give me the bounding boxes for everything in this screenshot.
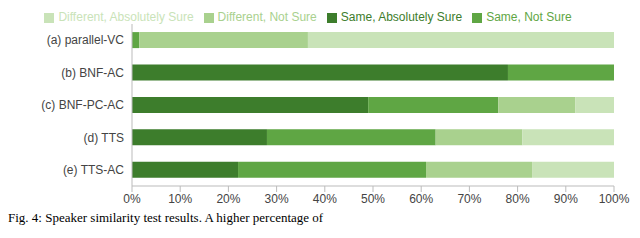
- svg-text:(e) TTS-AC: (e) TTS-AC: [63, 163, 124, 177]
- svg-text:100%: 100%: [599, 192, 630, 206]
- html-text:Fig. 4: Speaker similarity tes: Fig. 4: Speaker similarity test results.…: [8, 210, 324, 225]
- svg-text:(c) BNF-PC-AC: (c) BNF-PC-AC: [41, 98, 124, 112]
- html-text:Same, Not Sure: Same, Not Sure: [486, 10, 572, 24]
- svg-text:0%: 0%: [123, 192, 141, 206]
- svg-text:60%: 60%: [409, 192, 433, 206]
- svg-text:20%: 20%: [216, 192, 240, 206]
- svg-text:(d) TTS: (d) TTS: [84, 131, 124, 145]
- svg-text:70%: 70%: [457, 192, 481, 206]
- html-text:Different, Absolutely Sure: Different, Absolutely Sure: [58, 10, 194, 24]
- svg-text:10%: 10%: [168, 192, 192, 206]
- svg-text:40%: 40%: [313, 192, 337, 206]
- html-text:Different, Not Sure: Different, Not Sure: [217, 10, 317, 24]
- svg-text:(b) BNF-AC: (b) BNF-AC: [61, 66, 124, 80]
- html-text:Same, Absolutely Sure: Same, Absolutely Sure: [340, 10, 463, 24]
- svg-text:80%: 80%: [506, 192, 530, 206]
- svg-text:50%: 50%: [361, 192, 385, 206]
- svg-text:90%: 90%: [554, 192, 578, 206]
- svg-text:30%: 30%: [265, 192, 289, 206]
- svg-text:(a) parallel-VC: (a) parallel-VC: [47, 33, 125, 47]
